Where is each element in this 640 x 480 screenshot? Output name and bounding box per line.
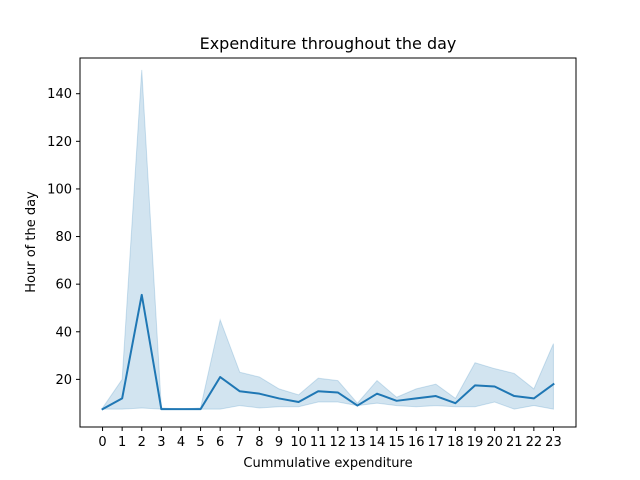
series-line-layer [101, 293, 555, 411]
confidence-band [102, 69, 554, 410]
chart-title: Expenditure throughout the day [200, 34, 457, 53]
x-tick-label: 23 [545, 435, 562, 450]
x-tick-label: 4 [177, 435, 185, 450]
x-tick-label: 12 [330, 435, 347, 450]
x-tick-label: 1 [118, 435, 126, 450]
y-tick-label: 20 [55, 373, 72, 388]
x-tick-label: 16 [408, 435, 425, 450]
x-tick-label: 8 [255, 435, 263, 450]
x-tick-label: 10 [290, 435, 307, 450]
y-tick-label: 60 [55, 278, 72, 293]
x-tick-label: 2 [138, 435, 146, 450]
x-tick-label: 11 [310, 435, 327, 450]
y-tick-label: 80 [55, 230, 72, 245]
x-tick-label: 22 [526, 435, 543, 450]
x-tick-label: 7 [236, 435, 244, 450]
x-tick-label: 17 [428, 435, 445, 450]
x-tick-label: 13 [349, 435, 366, 450]
x-tick-label: 3 [157, 435, 165, 450]
confidence-band-layer [102, 69, 554, 410]
x-tick-label: 0 [98, 435, 106, 450]
y-axis-label: Hour of the day [24, 191, 39, 293]
x-tick-label: 14 [369, 435, 386, 450]
x-tick-label: 6 [216, 435, 224, 450]
x-axis-label: Cummulative expenditure [243, 456, 412, 471]
x-tick-label: 9 [275, 435, 283, 450]
x-tick-label: 15 [388, 435, 405, 450]
y-tick-label: 40 [55, 325, 72, 340]
y-tick-label: 140 [47, 87, 72, 102]
x-tick-label: 5 [196, 435, 204, 450]
y-axis: 20 40 60 80 100 120 140 [47, 87, 80, 388]
plot-frame [79, 57, 577, 428]
y-tick-label: 120 [47, 135, 72, 150]
x-tick-label: 19 [467, 435, 484, 450]
x-tick-label: 21 [506, 435, 523, 450]
x-tick-label: 20 [486, 435, 503, 450]
x-axis: 0 1 2 3 4 5 6 7 8 9 10 11 12 13 14 15 16 17 18 19 20 21 22 23 [98, 427, 562, 450]
x-tick-label: 18 [447, 435, 464, 450]
series-line [101, 293, 555, 411]
y-tick-label: 100 [47, 182, 72, 197]
